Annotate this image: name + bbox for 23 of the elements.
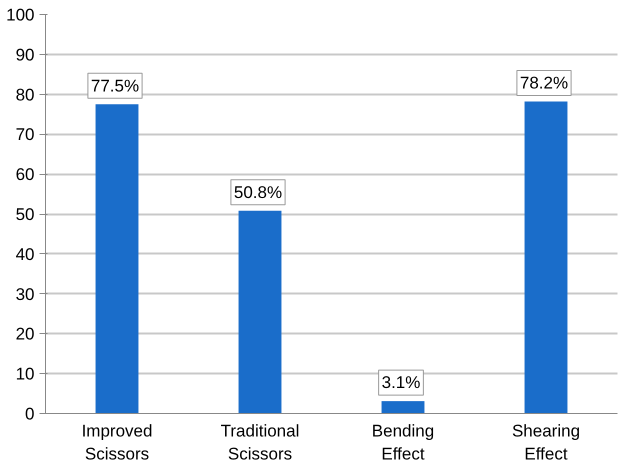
bar [238,210,282,414]
y-tick-label: 70 [16,125,35,144]
y-tick-label: 100 [6,6,35,24]
y-tick-label: 0 [25,404,35,424]
y-tick-label: 80 [16,85,35,104]
y-tick-label: 20 [16,324,35,344]
y-tick-label: 90 [16,45,35,64]
bar [382,401,424,414]
y-tick-label: 60 [16,165,35,184]
data-label: 50.8% [234,182,282,202]
x-tick-label: Improved Scissors [82,422,152,464]
bar [96,104,138,414]
bar [524,101,568,414]
x-tick-label: Bending Effect [372,422,434,464]
data-label: 78.2% [520,73,568,92]
y-tick-label: 30 [16,284,35,304]
y-tick-label: 10 [16,364,35,384]
y-tick-label: 40 [16,244,35,264]
data-label: 77.5% [90,76,140,96]
x-tick-label: Shearing Effect [512,422,580,464]
x-tick-label: Traditional Scissors [220,422,300,464]
data-label: 3.1% [382,373,420,392]
y-tick-label: 50 [16,205,35,224]
